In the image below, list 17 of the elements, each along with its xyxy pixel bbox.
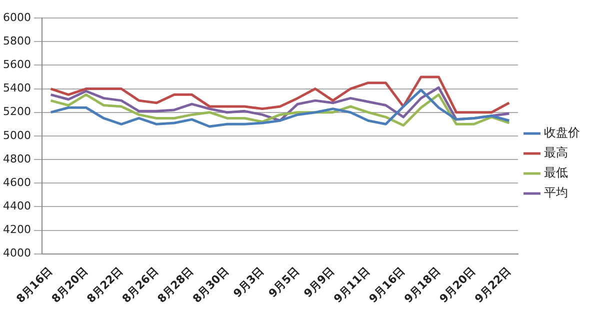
- y-tick-label: 4400: [2, 200, 31, 213]
- legend-label: 收盘价: [544, 126, 580, 140]
- y-tick-label: 4800: [2, 152, 31, 166]
- legend-label: 平均: [544, 186, 568, 200]
- y-tick-label: 4600: [2, 176, 31, 189]
- x-tick-label: 9月5日: [266, 264, 302, 300]
- y-tick-label: 5800: [2, 34, 31, 48]
- x-tick-label: 9月3日: [230, 264, 267, 300]
- y-tick-label: 6000: [2, 10, 31, 24]
- legend-label: 最高: [544, 146, 568, 160]
- y-tick-label: 5000: [2, 128, 31, 142]
- legend-label: 最低: [544, 166, 568, 180]
- y-tick-label: 4000: [2, 246, 31, 260]
- y-tick-label: 4200: [2, 223, 31, 236]
- y-tick-label: 5200: [2, 105, 31, 118]
- y-tick-label: 5600: [2, 58, 31, 72]
- y-tick-label: 5400: [2, 82, 31, 95]
